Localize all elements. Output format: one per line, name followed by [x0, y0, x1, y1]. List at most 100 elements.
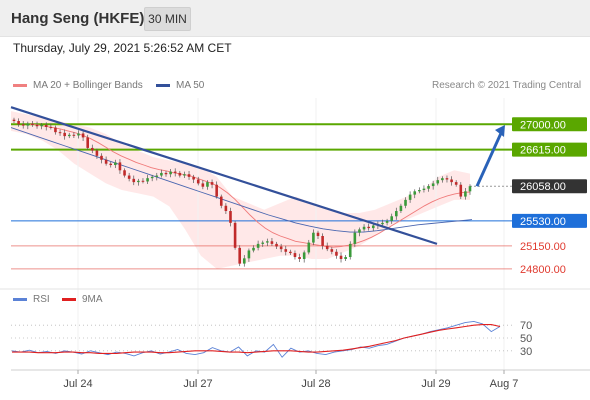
- legend-rsi-ma-label: 9MA: [82, 294, 103, 305]
- candle-body: [233, 222, 237, 248]
- candle-body: [371, 225, 375, 229]
- candle-body: [362, 226, 366, 230]
- candle-body: [422, 188, 426, 190]
- candle-body: [427, 186, 430, 189]
- candle-body: [279, 246, 283, 250]
- legend-bollinger: MA 20 + Bollinger Bands: [13, 80, 143, 91]
- candle-body: [348, 243, 352, 258]
- candlestick-layer: [12, 117, 472, 267]
- candle-body: [431, 183, 435, 187]
- candle-body: [35, 124, 39, 127]
- price-level-label: 25150.00: [520, 241, 566, 253]
- candle-body: [187, 174, 191, 177]
- candle-body: [256, 243, 260, 248]
- candle-body: [266, 241, 269, 243]
- candle-body: [169, 171, 172, 175]
- candle-body: [339, 255, 343, 259]
- candle-body: [381, 222, 384, 225]
- candle-body: [413, 191, 417, 195]
- price-level-tag: [512, 117, 587, 132]
- grid-layer: [77, 98, 505, 370]
- candle-body: [284, 249, 288, 252]
- instrument-title: Hang Seng (HKFE): [11, 10, 145, 27]
- candle-body: [229, 211, 232, 223]
- time-tick-label: Jul 24: [63, 378, 92, 390]
- ma50-swatch-icon: [156, 83, 170, 87]
- candle-body: [196, 179, 200, 184]
- candle-body: [210, 182, 214, 185]
- candle-body: [468, 186, 472, 192]
- candle-body: [183, 174, 186, 176]
- candle-body: [344, 257, 347, 259]
- candle-body: [243, 258, 246, 264]
- time-tick-label: Jul 28: [301, 378, 330, 390]
- candle-body: [289, 251, 292, 254]
- rsi-ma-line: [12, 324, 501, 354]
- candle-body: [293, 253, 297, 258]
- candle-body: [40, 124, 43, 127]
- projection-arrow-head-icon: [495, 124, 505, 137]
- legend-rsi-ma: 9MA: [62, 294, 103, 305]
- interval-button[interactable]: 30 MIN: [144, 7, 191, 31]
- candle-body: [77, 133, 80, 136]
- candle-body: [150, 176, 154, 179]
- rsi-swatch-icon: [13, 297, 27, 301]
- price-level-tag: [512, 142, 587, 157]
- candle-body: [385, 220, 389, 223]
- candle-body: [132, 178, 136, 183]
- candle-body: [104, 159, 108, 164]
- price-level-label: 26058.00: [520, 181, 566, 193]
- candle-body: [201, 183, 205, 187]
- bollinger-swatch-icon: [13, 83, 27, 87]
- candle-body: [91, 147, 94, 151]
- candle-body: [441, 178, 444, 181]
- time-axis: Jul 24 Jul 27 Jul 28 Jul 29 Aug 7: [11, 369, 590, 390]
- candle-body: [215, 184, 218, 197]
- candle-body: [436, 180, 440, 184]
- rsi-tick-label: 30: [520, 346, 532, 358]
- price-level-label: 27000.00: [520, 119, 566, 131]
- candle-body: [100, 155, 103, 160]
- legend-bollinger-label: MA 20 + Bollinger Bands: [33, 80, 143, 91]
- timestamp-label: Thursday, July 29, 2021 5:26:52 AM CET: [13, 41, 232, 55]
- candle-body: [21, 124, 25, 126]
- candle-body: [114, 162, 117, 166]
- candle-body: [353, 232, 357, 244]
- candle-body: [252, 247, 255, 251]
- candle-body: [302, 252, 306, 259]
- candle-body: [335, 251, 338, 256]
- candle-body: [312, 232, 315, 243]
- candle-body: [358, 229, 361, 233]
- legend-rsi-label: RSI: [33, 294, 50, 305]
- candle-body: [72, 134, 76, 136]
- candle-body: [390, 216, 393, 221]
- candle-body: [146, 178, 149, 182]
- ma50-line: [10, 127, 473, 233]
- candle-body: [160, 172, 163, 176]
- candle-body: [399, 205, 403, 212]
- candle-body: [247, 250, 251, 259]
- legend-ma50-label: MA 50: [176, 80, 205, 91]
- price-level-label: 26615.00: [520, 145, 566, 157]
- candle-body: [261, 242, 265, 244]
- candle-body: [109, 163, 113, 166]
- candle-body: [450, 179, 453, 183]
- candle-body: [164, 172, 168, 175]
- candle-body: [118, 162, 122, 171]
- candle-body: [298, 257, 301, 259]
- copyright-label: Research © 2021 Trading Central: [432, 80, 582, 91]
- candle-body: [404, 199, 407, 206]
- candle-body: [54, 127, 57, 133]
- legend-ma50: MA 50: [156, 80, 204, 91]
- candle-body: [12, 119, 16, 121]
- candle-body: [454, 182, 458, 185]
- candle-body: [137, 180, 140, 183]
- candle-body: [81, 133, 85, 138]
- rsi-ma-swatch-icon: [62, 297, 76, 301]
- price-level-tag: [512, 179, 587, 194]
- candle-body: [58, 132, 62, 134]
- time-tick-label: Jul 29: [421, 378, 450, 390]
- candle-body: [206, 182, 209, 187]
